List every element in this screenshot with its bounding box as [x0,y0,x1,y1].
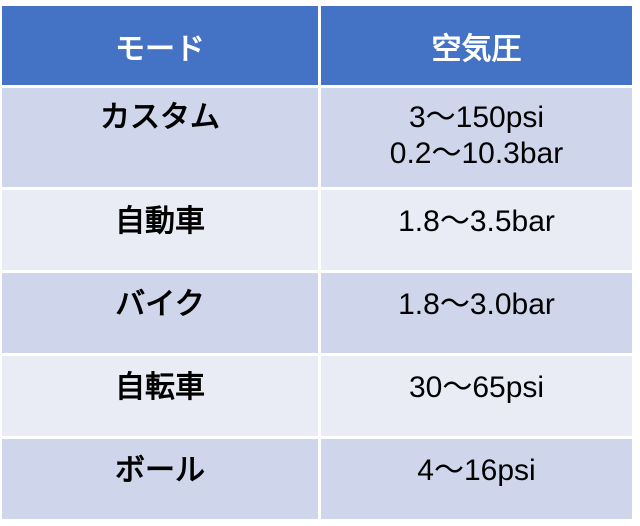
table-row: バイク 1.8〜3.0bar [2,273,632,353]
header-mode: モード [2,6,318,85]
pressure-cell: 30〜65psi [321,356,632,436]
mode-cell: カスタム [2,88,318,187]
table-row: 自転車 30〜65psi [2,356,632,436]
header-row: モード 空気圧 [2,6,632,85]
pressure-cell: 4〜16psi [321,439,632,519]
pressure-psi: 3〜150psi [408,101,545,134]
pressure-cell: 3〜150psi 0.2〜10.3bar [321,88,632,187]
mode-cell: ボール [2,439,318,519]
table-row: ボール 4〜16psi [2,439,632,519]
mode-cell: 自動車 [2,190,318,270]
pressure-cell: 1.8〜3.5bar [321,190,632,270]
table-row: 自動車 1.8〜3.5bar [2,190,632,270]
table-row: カスタム 3〜150psi 0.2〜10.3bar [2,88,632,187]
pressure-bar: 0.2〜10.3bar [389,137,564,170]
air-pressure-table: モード 空気圧 カスタム 3〜150psi 0.2〜10.3bar 自動車 1.… [0,3,635,522]
header-pressure: 空気圧 [321,6,632,85]
pressure-cell: 1.8〜3.0bar [321,273,632,353]
mode-cell: 自転車 [2,356,318,436]
mode-cell: バイク [2,273,318,353]
